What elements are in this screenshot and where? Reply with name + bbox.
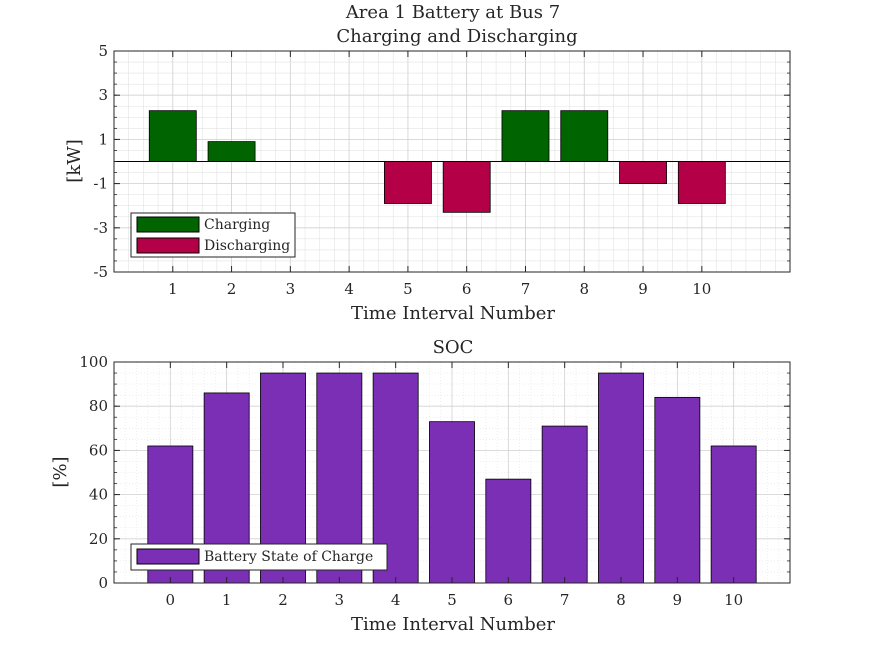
chart1-ytick-label: -1: [93, 175, 108, 193]
chart1-ticks: -5 -3 -1 1 3 5 1 2 3 4 5 6 7 8 9 10: [93, 42, 790, 298]
chart2-bar-6: [485, 478, 532, 584]
chart1-xtick-label: 7: [521, 280, 531, 298]
chart1-bar-5: [383, 161, 432, 204]
chart2-xtick-label: 7: [560, 591, 570, 609]
chart2-xtick-label: 0: [166, 591, 176, 609]
chart2-xtick-label: 1: [222, 591, 232, 609]
chart1-legend-label-charging: Charging: [204, 217, 270, 233]
soc-chart: SOC 0 20 40 60 80 100 0 1 2 3 4 5 6 7 8 9 10 Time Interv…: [50, 337, 791, 635]
chart2-xlabel: Time Interval Number: [351, 614, 555, 635]
chart1-legend-label-discharging: Discharging: [204, 238, 290, 254]
chart1-ytick-label: 5: [98, 42, 108, 60]
chart1-title-line2: Charging and Discharging: [336, 26, 577, 47]
chart1-bar-8: [560, 110, 609, 162]
chart2-ytick-label: 80: [89, 397, 108, 415]
chart1-bar-10: [677, 161, 726, 204]
chart2-legend-label-soc: Battery State of Charge: [204, 549, 373, 565]
charging-discharging-chart: Area 1 Battery at Bus 7 Charging and Dis…: [64, 2, 791, 324]
chart2-xtick-label: 3: [335, 591, 345, 609]
chart2-xtick-label: 4: [391, 591, 401, 609]
chart2-legend-swatch-soc: [136, 548, 200, 565]
chart1-ytick-label: 1: [98, 130, 108, 148]
chart1-legend: Charging Discharging: [130, 212, 296, 258]
chart2-xtick-label: 9: [673, 591, 683, 609]
chart2-title: SOC: [433, 337, 474, 358]
chart1-bar-6: [442, 161, 491, 213]
chart1-bar-1: [148, 110, 197, 162]
chart1-xtick-label: 8: [579, 280, 589, 298]
chart1-bar-7: [501, 110, 550, 162]
chart1-legend-swatch-charging: [136, 216, 200, 233]
chart1-xtick-label: 2: [227, 280, 237, 298]
chart2-ytick-label: 60: [89, 441, 108, 459]
chart2-bar-9: [654, 396, 701, 584]
chart2-ytick-label: 40: [89, 486, 108, 504]
chart1-xtick-label: 6: [462, 280, 472, 298]
chart1-xtick-label: 9: [638, 280, 648, 298]
chart1-xlabel: Time Interval Number: [351, 303, 555, 324]
chart2-xtick-label: 8: [616, 591, 626, 609]
chart1-title-line1: Area 1 Battery at Bus 7: [345, 2, 560, 23]
chart1-xtick-label: 3: [286, 280, 296, 298]
chart2-bar-5: [429, 421, 475, 584]
chart1-legend-swatch-discharging: [136, 237, 200, 254]
chart2-ylabel: [%]: [50, 456, 71, 487]
chart1-xtick-label: 4: [344, 280, 354, 298]
chart1-ytick-label: 3: [98, 86, 108, 104]
chart2-xtick-label: 5: [447, 591, 457, 609]
chart2-ticks: 0 20 40 60 80 100 0 1 2 3 4 5 6 7 8 9 10: [79, 353, 790, 609]
chart1-xtick-label: 10: [692, 280, 711, 298]
chart1-xtick-label: 5: [403, 280, 413, 298]
chart2-ytick-label: 100: [79, 353, 108, 371]
chart2-ytick-label: 0: [98, 574, 108, 592]
chart2-legend: Battery State of Charge: [130, 543, 388, 571]
chart1-ytick-label: -5: [93, 263, 108, 281]
chart2-bar-10: [710, 445, 757, 584]
chart2-xtick-label: 2: [278, 591, 288, 609]
chart1-bar-9: [619, 161, 667, 185]
chart2-bar-8: [598, 372, 644, 584]
chart1-xtick-label: 1: [168, 280, 178, 298]
chart2-bar-7: [541, 425, 588, 584]
chart2-xtick-label: 10: [724, 591, 743, 609]
chart1-bar-2: [207, 141, 256, 162]
chart1-ylabel: [kW]: [64, 139, 85, 182]
chart2-xtick-label: 6: [504, 591, 514, 609]
chart1-ytick-label: -3: [93, 219, 108, 237]
chart2-ytick-label: 20: [89, 530, 108, 548]
chart1-bars: [148, 110, 726, 213]
